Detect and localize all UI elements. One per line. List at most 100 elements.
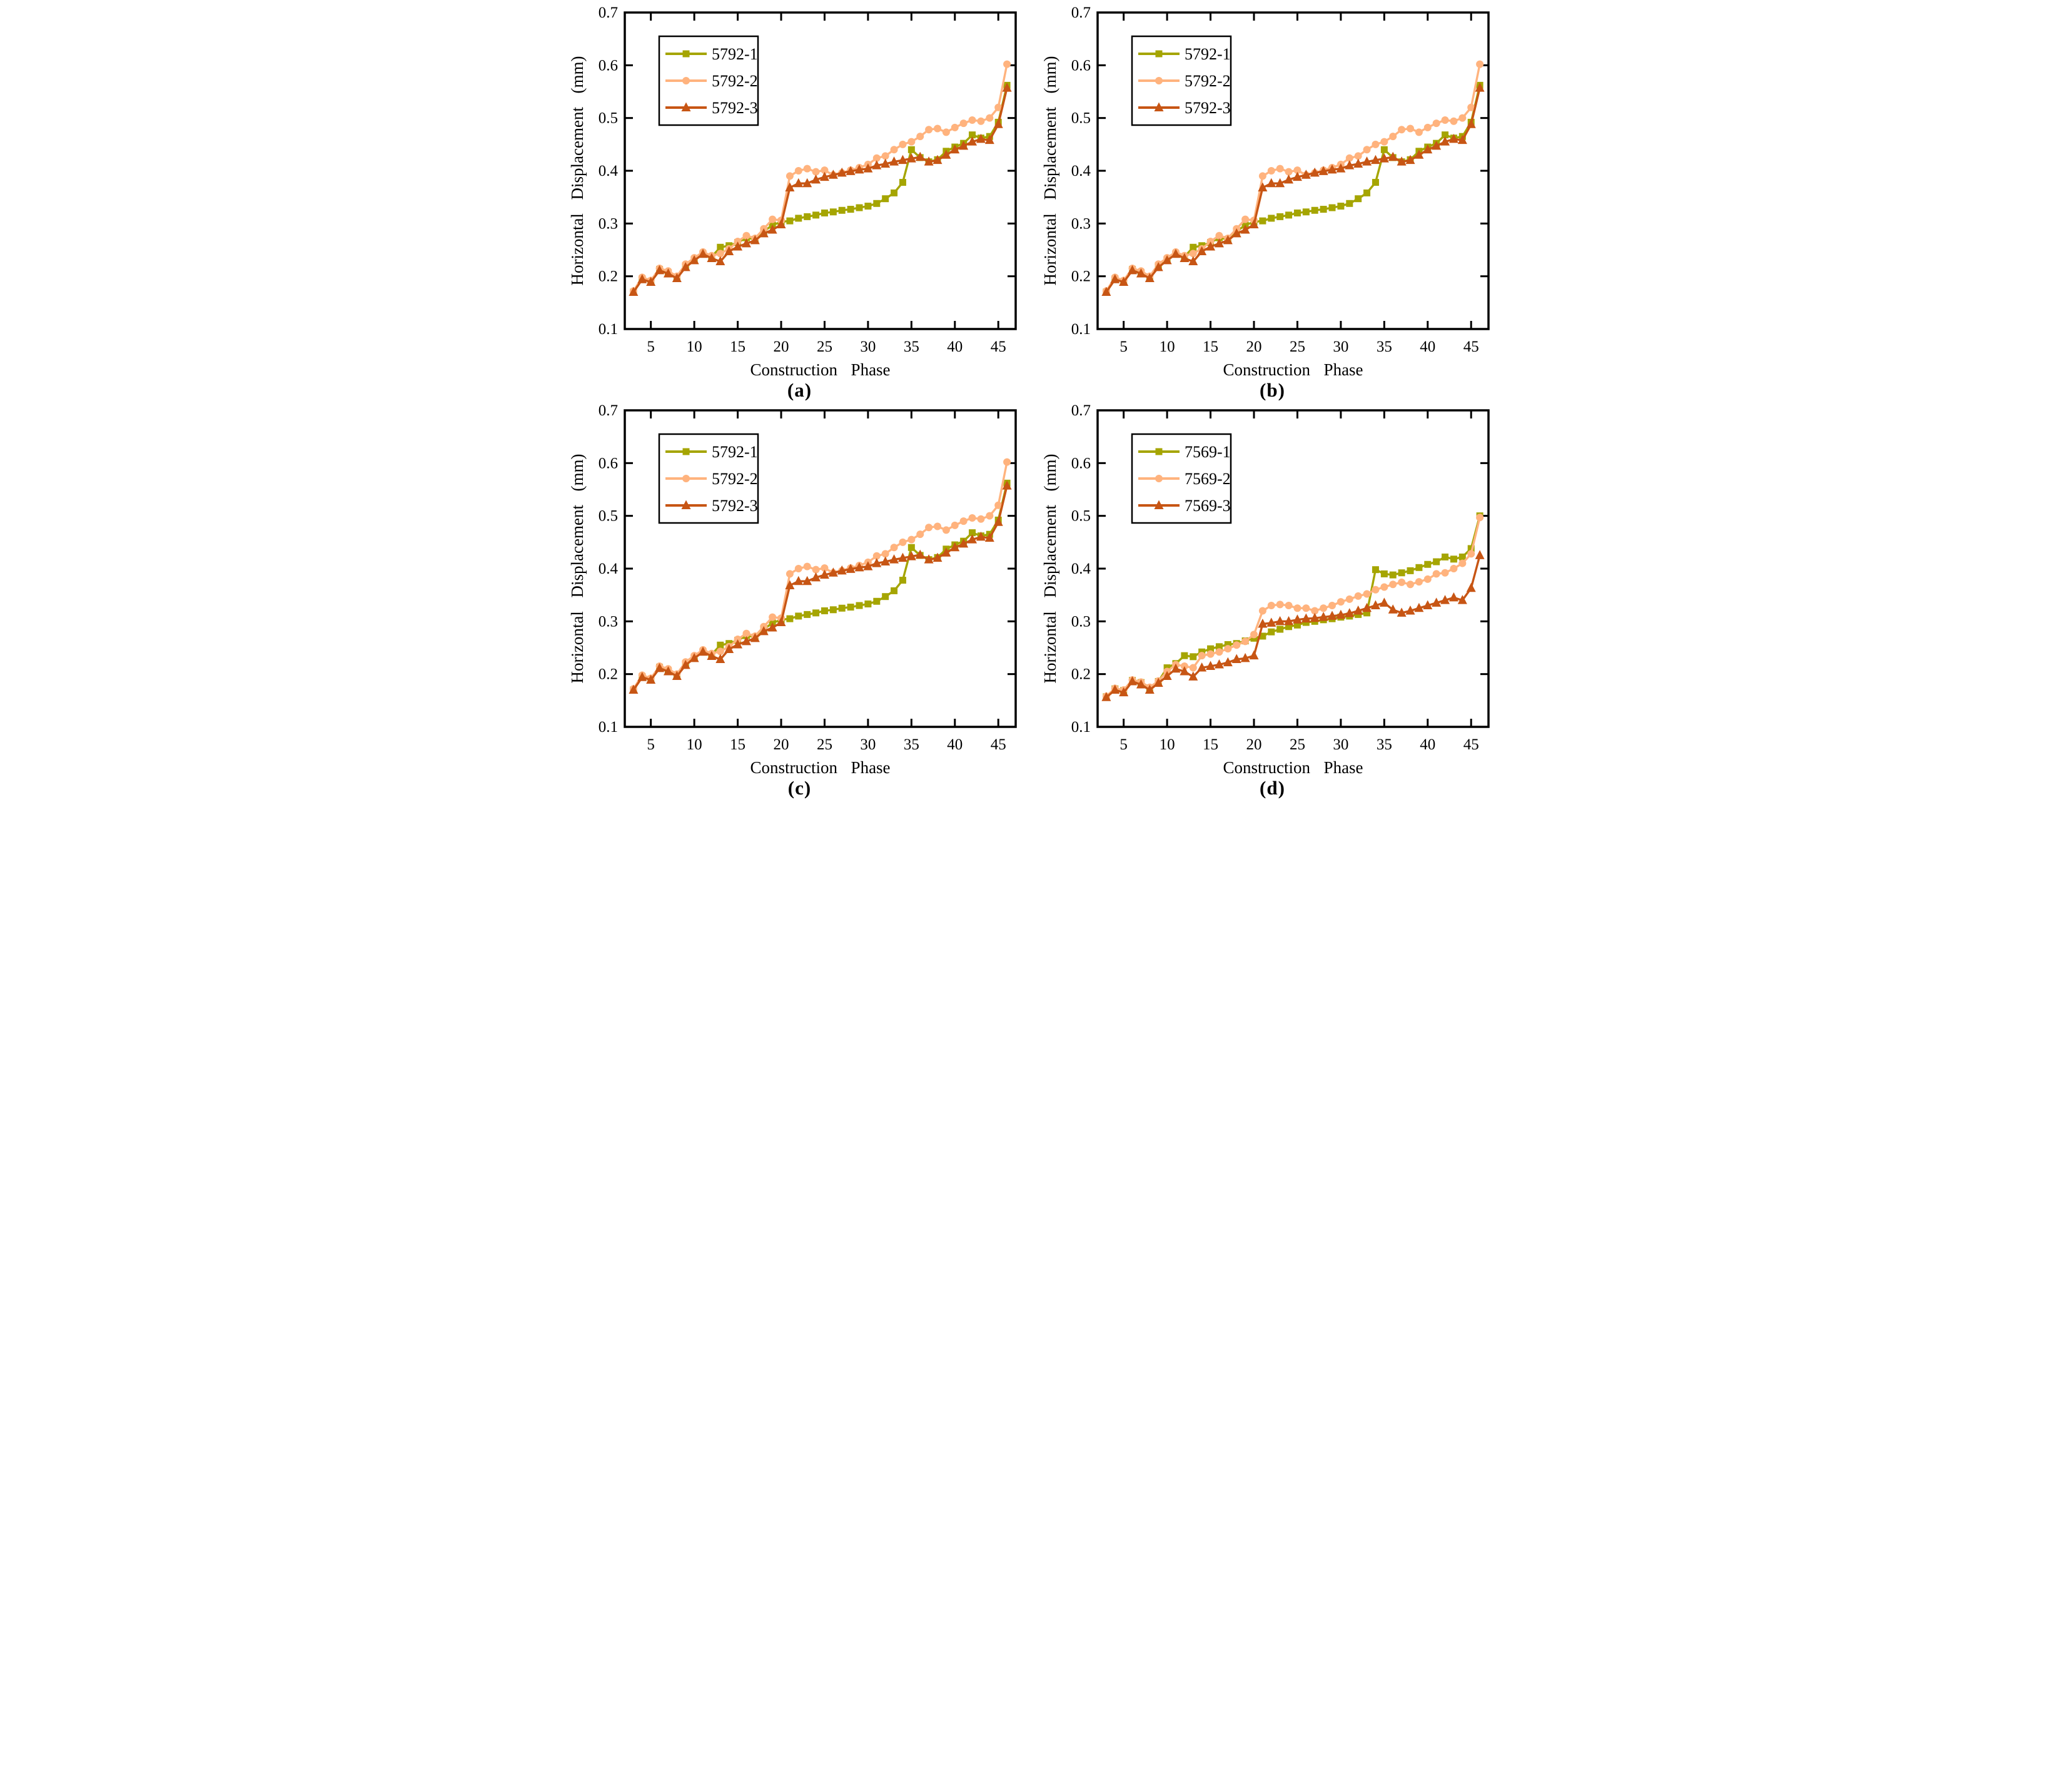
circle-marker xyxy=(1406,124,1414,133)
triangle-marker xyxy=(915,151,925,161)
chart-a: 0.1 0.2 0.3 0.4 0.5 0.6 0.7 5 10 15 20 25 30 35 40 45 Co… xyxy=(563,4,1036,402)
circle-marker xyxy=(881,550,889,558)
x-tick-label: 40 xyxy=(1420,338,1435,355)
x-tick-label: 35 xyxy=(903,338,919,355)
x-tick-label: 35 xyxy=(903,736,919,753)
circle-marker xyxy=(1258,172,1266,180)
triangle-marker xyxy=(1431,140,1441,150)
circle-marker xyxy=(786,172,794,180)
triangle-marker xyxy=(741,636,751,646)
square-marker xyxy=(1407,567,1413,574)
circle-marker xyxy=(1441,116,1449,124)
triangle-marker xyxy=(1388,604,1398,614)
triangle-marker xyxy=(802,575,812,585)
triangle-marker xyxy=(672,671,682,681)
circle-marker xyxy=(1328,602,1336,610)
circle-marker xyxy=(1475,514,1483,522)
triangle-marker xyxy=(1188,256,1198,266)
triangle-marker xyxy=(871,160,881,170)
square-marker xyxy=(1189,653,1196,661)
triangle-marker xyxy=(663,268,673,278)
circle-marker xyxy=(1189,250,1197,258)
circle-marker xyxy=(933,522,941,530)
triangle-marker xyxy=(837,167,847,177)
legend-item-7569-3: 7569-3 xyxy=(1138,497,1230,515)
legend-item-5792-2: 5792-2 xyxy=(665,72,757,90)
series-7569-3-markers xyxy=(1101,550,1485,701)
circle-marker xyxy=(1458,114,1466,122)
triangle-marker xyxy=(1196,662,1206,672)
circle-marker xyxy=(1415,128,1423,136)
triangle-marker xyxy=(846,564,856,573)
legend-circle-marker xyxy=(682,475,690,482)
circle-marker xyxy=(959,517,968,525)
triangle-marker xyxy=(1214,659,1224,669)
circle-marker xyxy=(924,524,932,532)
chart-b-caption: (b) xyxy=(1260,379,1285,401)
square-marker xyxy=(968,131,976,139)
triangle-marker xyxy=(1179,666,1189,676)
circle-marker xyxy=(1415,578,1423,586)
x-tick-label: 5 xyxy=(1119,338,1128,355)
triangle-marker xyxy=(1162,255,1172,265)
triangle-marker xyxy=(862,163,872,173)
circle-marker xyxy=(872,552,881,560)
triangle-marker xyxy=(672,273,682,283)
square-marker xyxy=(1432,558,1440,565)
square-marker xyxy=(803,213,811,220)
legend-label: 5792-3 xyxy=(1185,99,1231,117)
triangle-marker xyxy=(1205,241,1215,251)
triangle-marker xyxy=(680,261,690,271)
circle-marker xyxy=(742,231,750,240)
triangle-marker xyxy=(1457,134,1467,144)
square-marker xyxy=(856,204,862,211)
y-tick-label: 0.3 xyxy=(1071,215,1090,232)
triangle-marker xyxy=(802,178,812,188)
square-marker xyxy=(856,602,862,609)
legend-label: 7569-2 xyxy=(1185,470,1231,488)
square-marker xyxy=(1267,628,1275,636)
square-marker xyxy=(829,208,837,216)
triangle-marker xyxy=(1257,619,1267,628)
triangle-marker xyxy=(1405,155,1415,165)
y-tick-label: 0.4 xyxy=(598,163,618,180)
square-marker xyxy=(1224,641,1231,648)
triangle-marker xyxy=(637,672,647,681)
x-tick-label: 25 xyxy=(1289,736,1305,753)
triangle-marker xyxy=(1292,614,1302,624)
triangle-marker xyxy=(924,554,934,564)
series-5792-3-markers xyxy=(1101,83,1485,296)
triangle-marker xyxy=(1413,602,1423,612)
circle-marker xyxy=(768,613,776,621)
triangle-marker xyxy=(724,644,734,654)
legend-square-marker xyxy=(1155,448,1162,455)
y-tick-label: 0.6 xyxy=(598,57,617,74)
circle-marker xyxy=(1363,590,1371,598)
triangle-marker xyxy=(1162,671,1172,681)
y-axis-label: Horizontal Displacement (mm) xyxy=(568,56,587,285)
legend-label: 7569-1 xyxy=(1185,443,1231,461)
triangle-marker xyxy=(1101,286,1111,296)
triangle-marker xyxy=(811,174,821,184)
triangle-marker xyxy=(1145,273,1155,283)
square-marker xyxy=(716,641,724,649)
circle-marker xyxy=(916,133,924,141)
triangle-marker xyxy=(846,166,856,175)
circle-marker xyxy=(1449,117,1457,125)
square-marker xyxy=(1398,569,1405,577)
triangle-marker xyxy=(897,155,907,165)
circle-marker xyxy=(1223,645,1231,653)
circle-marker xyxy=(1397,578,1405,586)
x-axis-label: Construction Phase xyxy=(1223,758,1363,777)
triangle-marker xyxy=(1344,608,1354,617)
triangle-marker xyxy=(811,572,821,582)
triangle-marker xyxy=(1362,156,1372,166)
triangle-marker xyxy=(759,228,769,238)
circle-marker xyxy=(1250,631,1258,639)
y-tick-label: 0.1 xyxy=(1071,321,1090,338)
circle-marker xyxy=(1380,583,1388,591)
circle-marker xyxy=(1276,601,1284,609)
triangle-marker xyxy=(689,255,699,265)
triangle-marker xyxy=(1266,617,1276,627)
y-tick-label: 0.6 xyxy=(598,455,617,472)
